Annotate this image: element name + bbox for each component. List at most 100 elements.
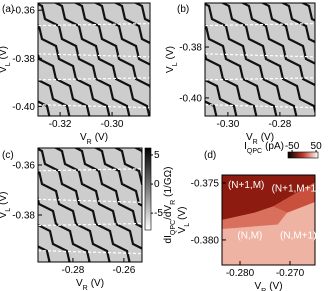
panel-label: (c) [2, 150, 14, 161]
heatmap [205, 0, 331, 139]
charge-line [205, 23, 315, 27]
x-tick-label: -0.270 [276, 268, 305, 279]
transition-line [113, 148, 142, 186]
y-tick-label: -0.40 [12, 102, 35, 113]
label-part: V [165, 66, 176, 73]
x-tick-label: -0.26 [113, 265, 136, 276]
region [222, 206, 288, 229]
y-axis-label: VL (V) [0, 46, 12, 73]
charge-line [38, 250, 142, 255]
region-annotation: (N,M+1) [280, 230, 316, 241]
heatmap [38, 3, 150, 116]
x-axis-label: VR (V) [76, 278, 104, 291]
y-axis-label: VL (V) [0, 192, 12, 219]
colorbar [144, 147, 152, 231]
charge-line [205, 104, 315, 109]
transition-line [205, 100, 218, 116]
x-axis-label: VR (V) [254, 281, 282, 291]
transition-line [205, 78, 238, 116]
transition-line [73, 3, 150, 91]
transition-line [38, 223, 71, 262]
transition-line [38, 49, 91, 116]
transition-line [38, 78, 71, 116]
transition-line [315, 0, 331, 139]
label-part: (pA) [265, 141, 284, 152]
charge-line [38, 23, 150, 27]
label-part: L [184, 223, 191, 227]
label-part: R [261, 288, 266, 291]
x-tick-label: -0.28 [62, 265, 85, 276]
colorbar-tick-label: 5 [154, 150, 160, 161]
label-part: R [170, 200, 177, 205]
y-tick-label: -0.38 [179, 43, 202, 54]
label-part: R [83, 285, 88, 291]
y-axis-label: VL (V) [165, 46, 179, 73]
transition-line [38, 100, 51, 116]
label-part: V [76, 278, 83, 289]
panel-label: (b) [177, 4, 189, 15]
charge-line [38, 222, 142, 227]
x-axis-label: VR (V) [246, 132, 274, 146]
plot-frame [37, 147, 143, 263]
label-part: (V) [95, 132, 108, 143]
transition-line [220, 3, 315, 116]
charge-line [38, 77, 150, 81]
region [222, 175, 315, 220]
transition-line [260, 3, 315, 65]
heatmap [38, 148, 142, 262]
label-part: V [80, 132, 87, 143]
x-tick-label: -0.32 [49, 119, 72, 130]
region-annotation: (N+1,M) [228, 180, 264, 191]
colorbar-label: IQPC (pA) [244, 141, 284, 155]
transition-line [73, 148, 142, 229]
region [273, 182, 315, 213]
y-tick-label: -0.40 [179, 93, 202, 104]
label-part: (V) [261, 132, 274, 143]
label-part: L [5, 62, 12, 66]
label-part: V [0, 66, 9, 73]
transition-line [205, 24, 278, 116]
label-part: L [172, 62, 179, 66]
charge-line [38, 168, 142, 172]
colorbar-tick-label: 0 [154, 179, 160, 190]
x-axis-label: VR (V) [80, 132, 108, 146]
y-tick-label: -0.380 [191, 235, 220, 246]
transition-line [38, 3, 131, 116]
label-part: (V) [165, 46, 176, 59]
transition-line [205, 49, 258, 116]
x-tick-label: -0.280 [226, 268, 255, 279]
x-tick-label: -0.28 [268, 119, 291, 130]
label-part: QPC [247, 148, 262, 155]
transition-line [205, 3, 298, 116]
plot-frame [37, 2, 151, 117]
label-part: I [244, 141, 247, 152]
colorbar-tick-label: 50 [311, 141, 323, 152]
panel-label: (a) [2, 4, 14, 15]
charge-line [38, 198, 142, 203]
transition-line [93, 148, 142, 207]
label-part: R [87, 139, 92, 146]
transition-line [38, 24, 111, 116]
transition-line [280, 3, 315, 44]
label-part: V [0, 211, 9, 218]
charge-line [38, 53, 150, 58]
colorbar-label: dIQPC/dVR (1/GΩ) [163, 167, 177, 244]
heatmap [222, 175, 315, 265]
plot-frame [204, 2, 316, 117]
y-tick-label: -0.375 [191, 178, 220, 189]
label-part: (V) [269, 281, 282, 291]
transition-line [113, 3, 150, 45]
label-part: (V) [0, 192, 9, 205]
y-axis-label: VL (V) [177, 207, 191, 234]
colorbar-tick-label: -5 [154, 208, 163, 219]
panel-label: (d) [204, 150, 216, 161]
label-part: V [254, 281, 261, 291]
label-part: (V) [91, 278, 104, 289]
x-tick-label: -0.30 [101, 119, 124, 130]
label-part: L [5, 208, 12, 212]
y-tick-label: -0.38 [12, 54, 35, 65]
label-part: (V) [177, 207, 188, 220]
label-part: /dV [163, 205, 174, 220]
transition-line [93, 3, 150, 66]
label-part: V [246, 132, 253, 143]
